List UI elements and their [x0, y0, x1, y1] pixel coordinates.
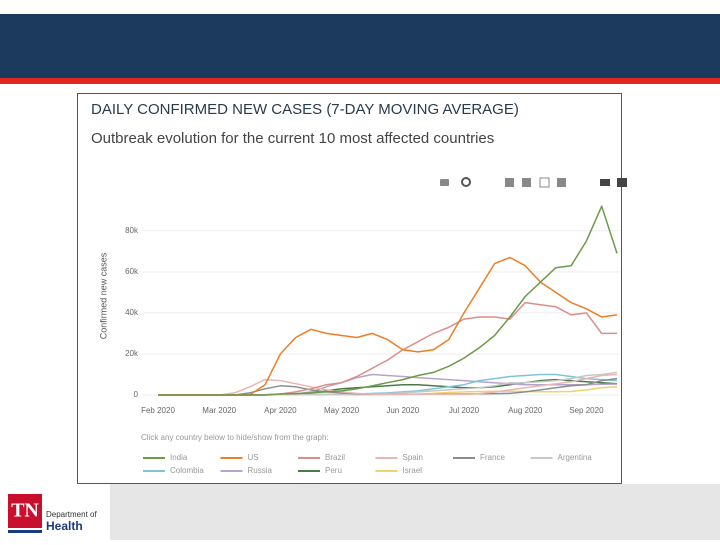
department-text: Department of	[46, 510, 97, 519]
toolbar-icon[interactable]	[505, 178, 514, 187]
toolbar-icon[interactable]	[440, 179, 449, 186]
legend-title: Click any country below to hide/show fro…	[141, 433, 329, 442]
legend-label[interactable]: Israel	[403, 466, 423, 475]
legend-label[interactable]: Russia	[248, 466, 273, 475]
y-axis-label: Confirmed new cases	[98, 252, 108, 339]
header-stripe	[0, 78, 720, 84]
header-band	[0, 14, 720, 78]
chart-frame	[77, 93, 622, 484]
toolbar	[440, 177, 627, 188]
x-tick-label: Sep 2020	[569, 406, 604, 415]
series-line	[158, 205, 618, 396]
legend-label[interactable]: Colombia	[170, 466, 204, 475]
x-tick-label: Jul 2020	[449, 406, 480, 415]
logo-underline	[8, 530, 42, 533]
x-tick-label: Feb 2020	[141, 406, 175, 415]
x-tick-label: Aug 2020	[508, 406, 543, 415]
legend-label[interactable]: Peru	[325, 466, 342, 475]
toolbar-icon[interactable]	[461, 177, 471, 187]
x-tick-label: May 2020	[324, 406, 360, 415]
x-tick-label: Mar 2020	[202, 406, 236, 415]
x-tick-label: Apr 2020	[264, 406, 297, 415]
legend-label[interactable]: Argentina	[558, 453, 593, 462]
toolbar-icon[interactable]	[600, 179, 610, 186]
legend-label[interactable]: India	[170, 453, 188, 462]
series-line	[158, 373, 618, 396]
legend-label[interactable]: Spain	[403, 453, 423, 462]
toolbar-icon[interactable]	[522, 178, 531, 187]
toolbar-icon[interactable]	[617, 178, 627, 187]
y-tick-label: 20k	[125, 349, 139, 358]
footer-band	[0, 484, 720, 540]
y-tick-label: 80k	[125, 226, 139, 235]
toolbar-icon[interactable]	[539, 177, 550, 188]
toolbar-icon[interactable]	[557, 178, 566, 187]
legend-label[interactable]: Brazil	[325, 453, 345, 462]
legend-label[interactable]: France	[480, 453, 505, 462]
logo-text: TN	[11, 500, 39, 522]
y-tick-label: 60k	[125, 267, 139, 276]
legend-label[interactable]: US	[248, 453, 259, 462]
division-text: Health	[46, 519, 83, 533]
logo-box	[8, 494, 42, 528]
x-tick-label: Jun 2020	[386, 406, 419, 415]
y-tick-label: 0	[134, 390, 139, 399]
chart-title: DAILY CONFIRMED NEW CASES (7-DAY MOVING …	[91, 101, 519, 118]
y-tick-label: 40k	[125, 308, 139, 317]
chart-subtitle: Outbreak evolution for the current 10 mo…	[91, 130, 494, 147]
